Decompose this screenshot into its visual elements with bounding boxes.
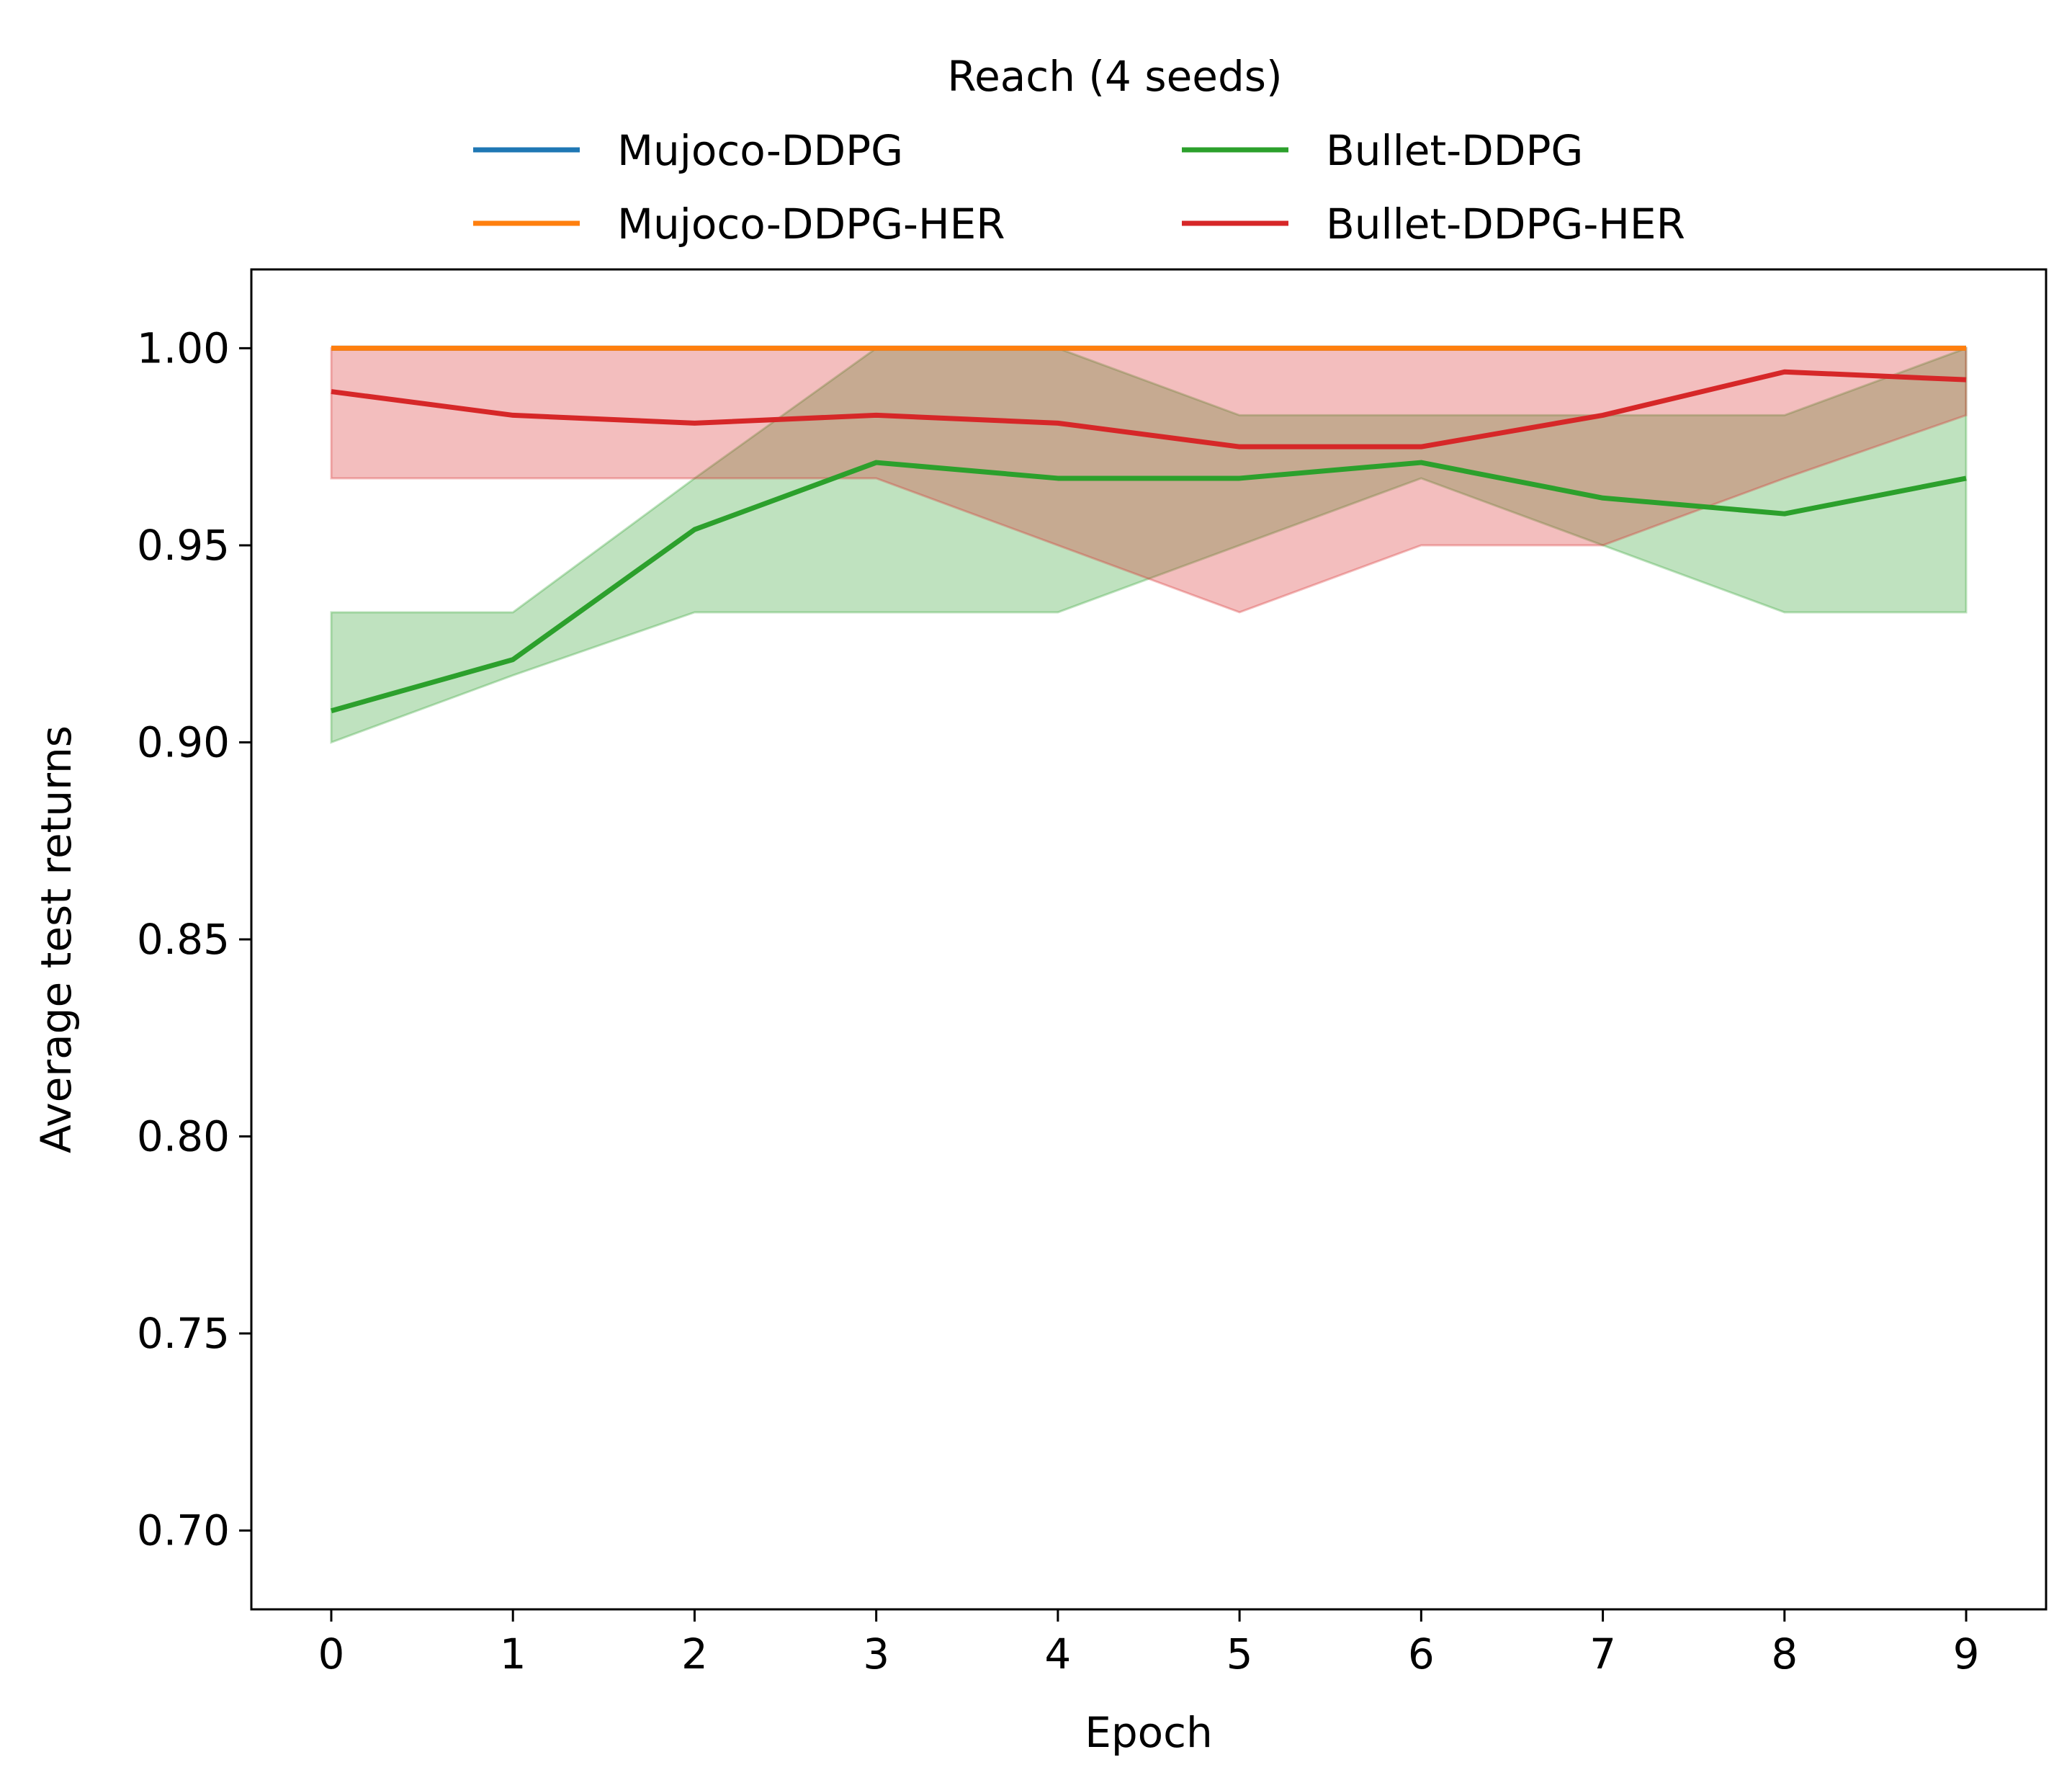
x-tick-label: 1 <box>500 1630 526 1679</box>
legend: Reach (4 seeds) Mujoco-DDPG Mujoco-DDPG-H… <box>473 52 1685 249</box>
line-bullet-ddpg-her <box>331 369 1967 450</box>
y-tick-label: 0.90 <box>137 718 230 766</box>
legend-label-mujoco-ddpg: Mujoco-DDPG <box>617 126 903 175</box>
y-tick-label: 0.70 <box>137 1506 230 1555</box>
y-tick-label: 0.75 <box>137 1309 230 1358</box>
x-tick-label: 7 <box>1589 1630 1616 1679</box>
x-tick-label: 6 <box>1408 1630 1435 1679</box>
x-axis-label: Epoch <box>1085 1708 1213 1757</box>
x-tick-label: 5 <box>1226 1630 1253 1679</box>
series-lines <box>331 345 1967 714</box>
legend-label-bullet-ddpg-her: Bullet-DDPG-HER <box>1326 200 1685 249</box>
y-tick-label: 0.80 <box>137 1112 230 1161</box>
x-tick-label: 2 <box>681 1630 708 1679</box>
y-axis-ticks: 0.70 0.75 0.80 0.85 0.90 0.95 1.00 <box>137 323 251 1555</box>
line-bullet-ddpg <box>331 460 1967 714</box>
y-tick-label: 0.95 <box>137 521 230 570</box>
x-axis-ticks: 0 1 2 3 4 5 6 7 8 9 <box>318 1609 1980 1679</box>
x-tick-label: 3 <box>863 1630 889 1679</box>
legend-label-mujoco-ddpg-her: Mujoco-DDPG-HER <box>617 200 1005 249</box>
x-tick-label: 0 <box>318 1630 345 1679</box>
y-axis-label: Average test returns <box>32 725 81 1153</box>
x-tick-label: 4 <box>1044 1630 1071 1679</box>
y-tick-label: 0.85 <box>137 915 230 964</box>
legend-title: Reach (4 seeds) <box>947 52 1282 101</box>
legend-label-bullet-ddpg: Bullet-DDPG <box>1326 126 1583 175</box>
y-tick-label: 1.00 <box>137 323 230 372</box>
x-tick-label: 8 <box>1771 1630 1798 1679</box>
x-tick-label: 9 <box>1953 1630 1980 1679</box>
